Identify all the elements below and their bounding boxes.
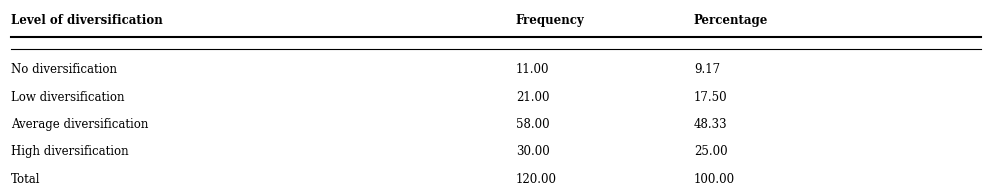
Text: 21.00: 21.00 bbox=[516, 91, 550, 104]
Text: No diversification: No diversification bbox=[11, 63, 117, 76]
Text: 48.33: 48.33 bbox=[693, 118, 727, 131]
Text: Level of diversification: Level of diversification bbox=[11, 14, 163, 27]
Text: Frequency: Frequency bbox=[516, 14, 584, 27]
Text: 9.17: 9.17 bbox=[693, 63, 720, 76]
Text: 11.00: 11.00 bbox=[516, 63, 550, 76]
Text: 25.00: 25.00 bbox=[693, 145, 727, 158]
Text: 100.00: 100.00 bbox=[693, 173, 735, 186]
Text: 58.00: 58.00 bbox=[516, 118, 550, 131]
Text: 17.50: 17.50 bbox=[693, 91, 727, 104]
Text: Total: Total bbox=[11, 173, 41, 186]
Text: Percentage: Percentage bbox=[693, 14, 768, 27]
Text: Average diversification: Average diversification bbox=[11, 118, 149, 131]
Text: Low diversification: Low diversification bbox=[11, 91, 125, 104]
Text: High diversification: High diversification bbox=[11, 145, 129, 158]
Text: 30.00: 30.00 bbox=[516, 145, 550, 158]
Text: 120.00: 120.00 bbox=[516, 173, 557, 186]
